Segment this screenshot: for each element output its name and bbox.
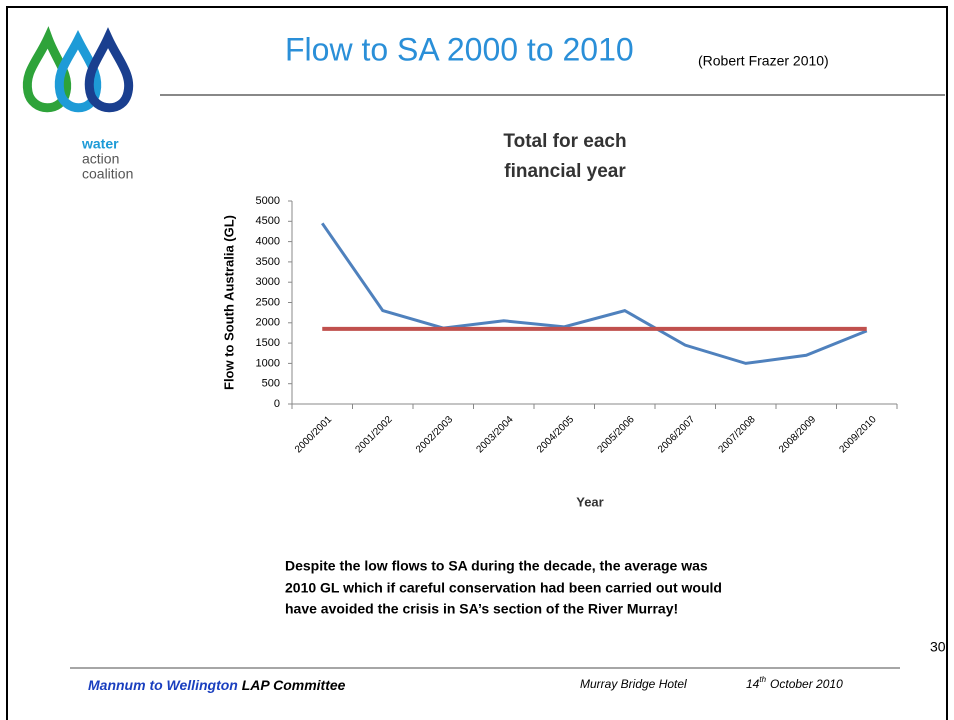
- caption: 2010 GL which if careful conservation ha…: [285, 580, 722, 596]
- y-tick-label: 1000: [256, 357, 280, 369]
- logo-text: coalition: [82, 166, 133, 182]
- y-tick-label: 3000: [256, 276, 280, 288]
- date-rest: October 2010: [770, 677, 843, 691]
- date-day: 14: [746, 677, 760, 691]
- y-tick-label: 3500: [256, 256, 280, 268]
- footer-venue: Murray Bridge Hotel: [580, 677, 687, 691]
- page-number: 30: [930, 639, 946, 655]
- slide-credit: (Robert Frazer 2010): [698, 53, 829, 69]
- y-tick-label: 2000: [256, 317, 280, 329]
- logo-text: action: [82, 151, 119, 167]
- y-tick-label: 4500: [256, 215, 280, 227]
- footer-date: 14th October 2010: [746, 675, 843, 691]
- chart-title: Total for each: [503, 131, 626, 152]
- y-tick-label: 2500: [256, 296, 280, 308]
- caption: Despite the low flows to SA during the d…: [285, 558, 708, 574]
- y-axis-label: Flow to South Australia (GL): [221, 215, 236, 390]
- footer-org-black: LAP Committee: [242, 677, 346, 693]
- footer-org: Mannum to Wellington LAP Committee: [88, 677, 346, 693]
- chart-title: financial year: [504, 161, 626, 182]
- y-tick-label: 5000: [256, 195, 280, 207]
- caption: have avoided the crisis in SA’s section …: [285, 601, 678, 617]
- y-tick-label: 4000: [256, 236, 280, 248]
- footer-org-blue: Mannum to Wellington: [88, 677, 238, 693]
- logo-text: water: [81, 136, 119, 152]
- slide-title: Flow to SA 2000 to 2010: [285, 31, 634, 67]
- x-axis-label: Year: [576, 494, 603, 509]
- y-tick-label: 0: [274, 398, 280, 410]
- y-tick-label: 1500: [256, 337, 280, 349]
- series-line: [321, 222, 868, 365]
- y-tick-label: 500: [262, 378, 280, 390]
- date-suffix: th: [759, 675, 766, 684]
- slide-frame: [6, 6, 948, 720]
- logo: water action coalition: [22, 26, 133, 182]
